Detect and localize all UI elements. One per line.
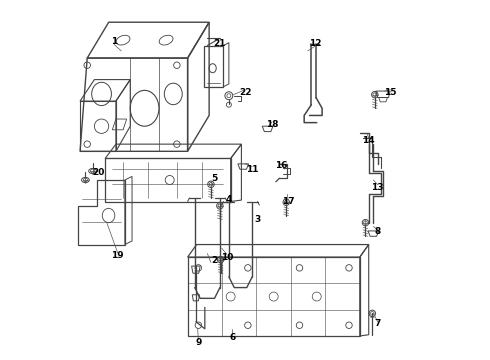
Text: 18: 18 (266, 120, 278, 129)
Text: 16: 16 (274, 161, 287, 170)
Text: 21: 21 (213, 39, 225, 48)
Text: 13: 13 (371, 183, 384, 192)
Text: 1: 1 (111, 37, 117, 46)
Text: 6: 6 (229, 333, 236, 342)
Text: 9: 9 (195, 338, 201, 347)
Text: 19: 19 (111, 251, 124, 260)
Text: 17: 17 (282, 197, 294, 206)
Text: 2: 2 (211, 256, 218, 265)
Text: 3: 3 (254, 215, 261, 224)
Text: 7: 7 (374, 319, 381, 328)
Text: 12: 12 (309, 39, 321, 48)
Text: 15: 15 (384, 87, 396, 96)
Text: 20: 20 (92, 168, 104, 177)
Text: 8: 8 (374, 228, 381, 237)
Text: 11: 11 (246, 165, 258, 174)
Text: 14: 14 (363, 136, 375, 145)
Text: 22: 22 (239, 87, 251, 96)
Text: 5: 5 (211, 174, 218, 183)
Text: 4: 4 (226, 195, 232, 204)
Text: 10: 10 (221, 253, 233, 262)
